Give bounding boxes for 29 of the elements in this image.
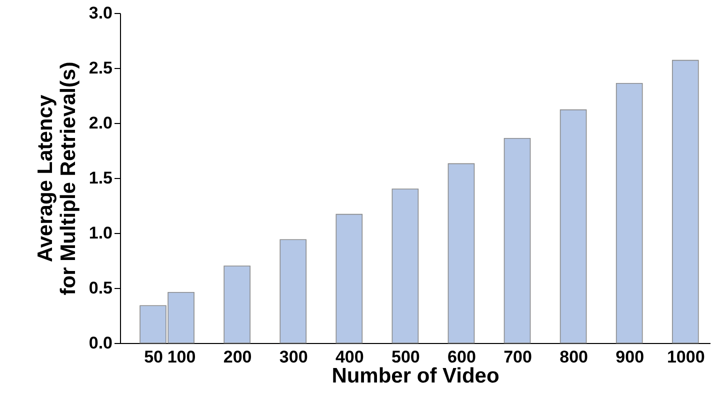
bar [336, 214, 363, 344]
bar [560, 109, 587, 344]
y-tick-label: 2.0 [88, 114, 112, 132]
bar [280, 239, 307, 344]
x-tick-label: 600 [448, 348, 476, 366]
x-tick-label: 1000 [666, 348, 705, 366]
bar [504, 138, 531, 344]
x-tick-label: 200 [223, 348, 252, 366]
x-tick-label: 700 [504, 348, 532, 366]
x-tick-label: 100 [167, 348, 196, 366]
bar [392, 188, 419, 344]
x-tick-label: 300 [279, 348, 308, 366]
y-tick-label: 2.5 [88, 58, 112, 78]
bar [616, 83, 643, 344]
x-tick-label: 900 [616, 348, 644, 366]
y-tick-label: 0.0 [88, 334, 112, 352]
x-axis-title: Number of Video [332, 364, 500, 388]
x-tick-label: 50 [144, 348, 163, 366]
bar [672, 60, 699, 344]
x-tick-label: 800 [560, 348, 588, 366]
y-tick-label: 0.5 [88, 278, 112, 298]
y-tick-label: 3.0 [88, 4, 112, 22]
y-axis-title: Average Latency for Multiple Retrieval(s) [34, 62, 80, 296]
y-tick-label: 1.5 [88, 168, 112, 188]
bar [224, 266, 250, 344]
bar [448, 163, 475, 344]
x-tick-label: 400 [335, 348, 364, 366]
x-tick-label: 500 [392, 348, 420, 366]
y-tick-label: 1.0 [88, 224, 112, 242]
